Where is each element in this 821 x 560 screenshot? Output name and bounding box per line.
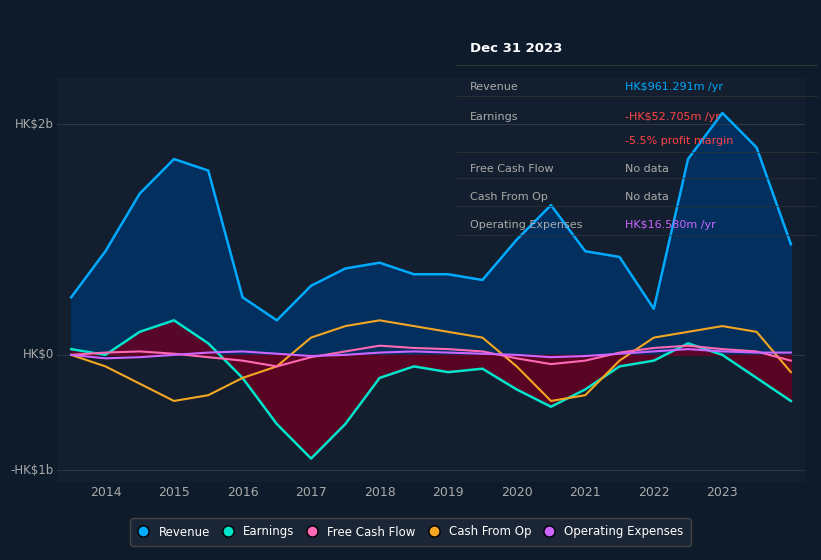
Text: HK$16.580m /yr: HK$16.580m /yr (626, 221, 716, 230)
Text: HK$2b: HK$2b (15, 118, 53, 131)
Text: Earnings: Earnings (470, 112, 519, 122)
Text: No data: No data (626, 164, 669, 174)
Text: -HK$52.705m /yr: -HK$52.705m /yr (626, 112, 720, 122)
Text: -5.5% profit margin: -5.5% profit margin (626, 136, 734, 146)
Text: Cash From Op: Cash From Op (470, 192, 548, 202)
Text: -HK$1b: -HK$1b (11, 464, 53, 477)
Text: Revenue: Revenue (470, 82, 519, 92)
Text: Free Cash Flow: Free Cash Flow (470, 164, 553, 174)
Text: Operating Expenses: Operating Expenses (470, 221, 582, 230)
Legend: Revenue, Earnings, Free Cash Flow, Cash From Op, Operating Expenses: Revenue, Earnings, Free Cash Flow, Cash … (131, 519, 690, 545)
Text: Dec 31 2023: Dec 31 2023 (470, 41, 562, 55)
Text: HK$961.291m /yr: HK$961.291m /yr (626, 82, 723, 92)
Text: HK$0: HK$0 (22, 348, 53, 361)
Text: No data: No data (626, 192, 669, 202)
